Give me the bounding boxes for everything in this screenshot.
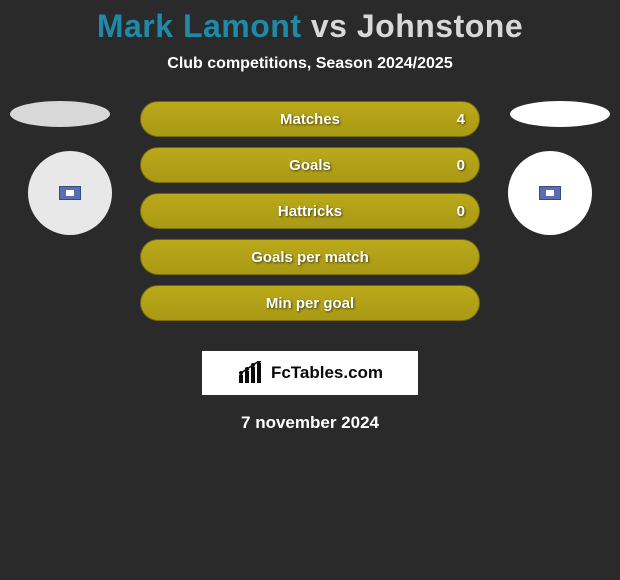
player-right-ellipse	[510, 101, 610, 127]
stat-row-min-per-goal: Min per goal	[140, 285, 480, 321]
stat-rows: Matches 4 Goals 0 Hattricks 0 Goals per …	[140, 101, 480, 321]
brand-text: FcTables.com	[271, 363, 383, 383]
stat-label: Goals	[289, 157, 331, 174]
brand-box: FcTables.com	[202, 351, 418, 395]
player-left-badge	[28, 151, 112, 235]
stat-row-matches: Matches 4	[140, 101, 480, 137]
stat-value-right: 0	[457, 157, 465, 174]
content-area: Matches 4 Goals 0 Hattricks 0 Goals per …	[0, 101, 620, 331]
stat-row-hattricks: Hattricks 0	[140, 193, 480, 229]
stat-row-goals-per-match: Goals per match	[140, 239, 480, 275]
subtitle: Club competitions, Season 2024/2025	[0, 55, 620, 73]
comparison-title: Mark Lamont vs Johnstone	[0, 0, 620, 45]
stat-label: Goals per match	[251, 249, 369, 266]
stat-value-right: 4	[457, 111, 465, 128]
vs-separator: vs	[301, 8, 356, 44]
stat-label: Min per goal	[266, 295, 354, 312]
stat-value-right: 0	[457, 203, 465, 220]
player-right-badge	[508, 151, 592, 235]
player-left-name: Mark Lamont	[97, 8, 302, 44]
badge-placeholder-icon	[539, 186, 561, 200]
stat-row-goals: Goals 0	[140, 147, 480, 183]
date-line: 7 november 2024	[0, 413, 620, 433]
stat-label: Matches	[280, 111, 340, 128]
player-left-ellipse	[10, 101, 110, 127]
brand-chart-icon	[237, 361, 265, 385]
badge-placeholder-icon	[59, 186, 81, 200]
player-right-name: Johnstone	[357, 8, 523, 44]
stat-label: Hattricks	[278, 203, 342, 220]
